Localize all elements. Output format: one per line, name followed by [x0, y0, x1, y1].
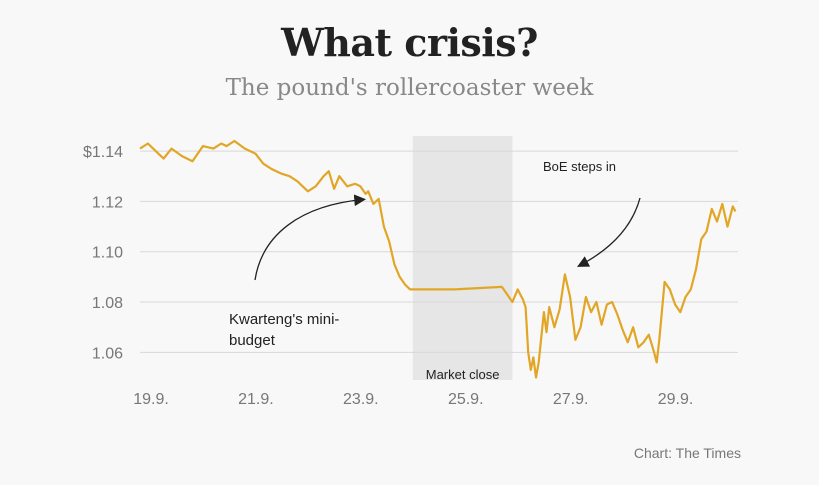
x-tick-label: 29.9. — [658, 391, 694, 408]
boe-annotation: BoE steps in — [543, 159, 616, 174]
y-tick-label: $1.14 — [83, 144, 123, 161]
chart-subtitle: The pound's rollercoaster week — [225, 75, 594, 101]
minibudget-arrow — [254, 194, 366, 281]
y-tick-label: 1.06 — [92, 345, 123, 362]
y-tick-label: 1.12 — [92, 194, 123, 211]
x-tick-label: 19.9. — [133, 391, 169, 408]
x-tick-label: 25.9. — [448, 391, 484, 408]
x-tick-label: 21.9. — [238, 391, 274, 408]
minibudget-annotation-line2: budget — [229, 332, 276, 349]
chart-title: What crisis? — [281, 20, 538, 65]
x-tick-label: 23.9. — [343, 391, 379, 408]
minibudget-annotation-line1: Kwarteng's mini- — [229, 311, 339, 328]
x-tick-label: 27.9. — [553, 391, 589, 408]
y-tick-label: 1.08 — [92, 295, 123, 312]
boe-arrow — [577, 197, 641, 267]
chart-credit: Chart: The Times — [633, 445, 741, 461]
series-line-gbp-usd — [139, 139, 737, 379]
y-tick-label: 1.10 — [92, 245, 123, 262]
market-close-shading — [412, 136, 513, 380]
market-close-label: Market close — [426, 367, 500, 382]
